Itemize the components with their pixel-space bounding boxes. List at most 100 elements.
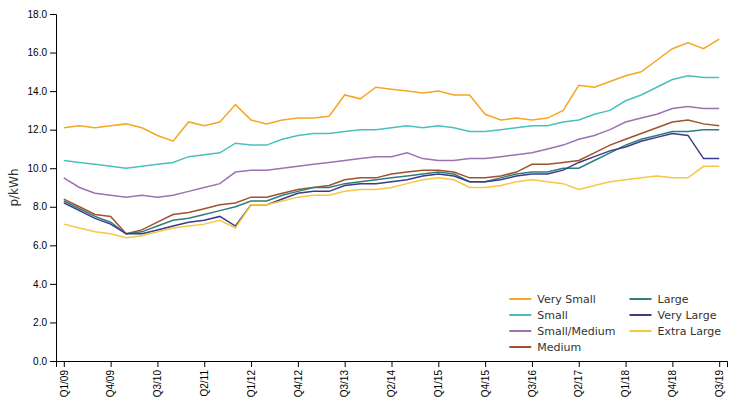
series-line [64,107,719,198]
y-tick-label: 10.0 [28,163,48,174]
y-tick-label: 12.0 [28,124,48,135]
x-tick: Q4/15 [480,361,491,397]
y-tick-mark [50,130,56,131]
y-tick: 8.0 [33,201,56,212]
series-line [64,39,719,141]
x-tick-mark [485,361,486,367]
legend-label: Small [537,309,568,322]
x-tick-mark [392,361,393,367]
x-axis: Q1/09 Q4/09 Q3/10 Q2/11 Q1/12 Q4/12 Q3/13 Q2/14… [57,361,728,397]
y-tick-label: 14.0 [28,86,48,97]
series-line [64,134,719,234]
legend-swatch [509,314,531,316]
x-tick-label: Q2/11 [199,370,210,397]
legend-label: Medium [537,341,581,354]
y-tick: 14.0 [28,86,56,97]
y-tick-mark [50,53,56,54]
x-tick: Q1/09 [59,361,70,397]
x-tick-label: Q4/18 [667,370,678,398]
x-tick-label: Q1/18 [620,370,631,398]
legend-label: Small/Medium [537,325,615,338]
x-tick-label: Q1/15 [433,370,444,398]
y-tick: 6.0 [33,240,56,251]
y-tick-label: 0.0 [33,356,47,367]
x-tick: Q4/12 [293,361,304,397]
legend-swatch [509,298,531,300]
x-tick-mark [111,361,112,367]
y-tick: 16.0 [28,47,56,58]
y-tick-mark [50,207,56,208]
legend: Very Small Small Small/Medium Medium Large Ve… [509,293,721,354]
x-tick-label: Q3/16 [527,370,538,398]
legend-item: Large [630,293,689,306]
legend-item: Small/Medium [509,325,615,338]
y-tick-label: 8.0 [33,201,47,212]
x-tick: Q3/10 [152,361,163,397]
x-tick: Q4/18 [667,361,678,397]
x-tick-label: Q2/14 [386,370,397,398]
legend-item: Very Large [630,309,717,322]
y-tick-mark [50,14,56,15]
x-tick-label: Q1/09 [59,370,70,398]
y-tick-mark [50,361,56,362]
y-tick: 4.0 [33,279,56,290]
y-tick-mark [50,322,56,323]
series-line [64,76,719,169]
x-tick-mark [157,361,158,367]
x-tick-mark [532,361,533,367]
x-tick-label: Q3/10 [152,370,163,398]
x-tick-label: Q4/12 [293,370,304,398]
y-tick-label: 6.0 [33,240,47,251]
y-tick: 18.0 [28,9,56,20]
chart: 0.0 2.0 4.0 6.0 8.0 10.0 12.0 14.0 16.0 18.0 Q1/09… [0,0,741,413]
x-tick-mark [672,361,673,367]
legend-label: Very Small [537,293,596,306]
x-tick-mark [438,361,439,367]
x-tick-mark [251,361,252,367]
legend-swatch [630,330,652,332]
legend-swatch [630,314,652,316]
y-axis-title: p/kWh [7,168,21,206]
x-tick-mark [579,361,580,367]
y-tick-mark [50,91,56,92]
x-tick: Q3/13 [339,361,350,397]
x-tick-mark [345,361,346,367]
series-line [64,120,719,234]
y-tick-label: 2.0 [33,317,47,328]
x-tick-mark [204,361,205,367]
plot: 0.0 2.0 4.0 6.0 8.0 10.0 12.0 14.0 16.0 18.0 Q1/09… [28,9,728,398]
legend-item: Very Small [509,293,596,306]
y-tick-label: 4.0 [33,279,47,290]
y-tick-mark [50,284,56,285]
y-tick-label: 16.0 [28,47,48,58]
series-line [64,130,719,234]
legend-label: Large [658,293,689,306]
y-axis: 0.0 2.0 4.0 6.0 8.0 10.0 12.0 14.0 16.0 18.0 [28,9,57,367]
lines [64,39,719,238]
x-tick: Q3/16 [527,361,538,397]
y-tick-label: 18.0 [28,9,48,20]
legend-item: Extra Large [630,325,722,338]
x-tick-label: Q4/09 [105,370,116,398]
legend-label: Very Large [658,309,717,322]
x-tick-label: Q4/15 [480,370,491,398]
legend-item: Medium [509,341,581,354]
x-tick-label: Q1/12 [246,370,257,398]
series-line [64,166,719,237]
x-tick-mark [626,361,627,367]
x-tick-label: Q3/19 [714,370,725,398]
y-tick-mark [50,168,56,169]
x-tick: Q1/12 [246,361,257,397]
x-tick: Q4/09 [105,361,116,397]
legend-label: Extra Large [658,325,722,338]
x-tick: Q2/17 [573,361,584,397]
legend-swatch [509,330,531,332]
x-axis-line [57,362,728,368]
legend-item: Small [509,309,568,322]
legend-swatch [630,298,652,300]
y-tick: 10.0 [28,163,56,174]
y-tick-mark [50,245,56,246]
x-tick: Q3/19 [714,361,725,397]
legend-swatch [509,346,531,348]
y-axis-line [50,15,57,362]
